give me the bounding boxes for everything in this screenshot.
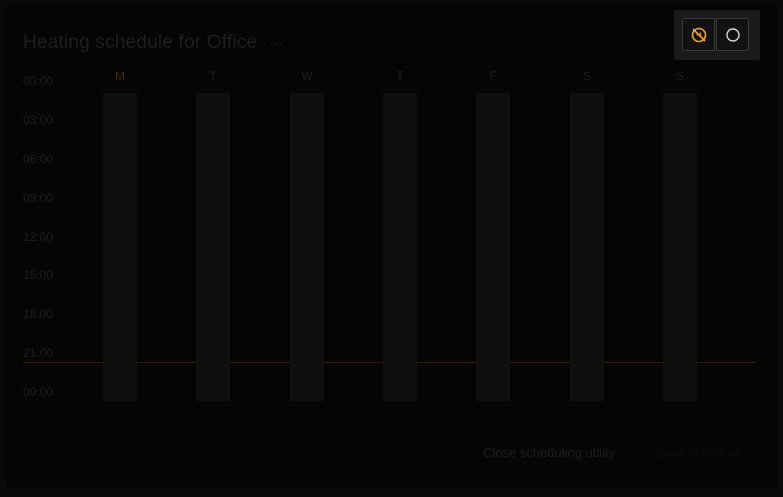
- day-label-friday[interactable]: F: [489, 69, 497, 83]
- day-label-monday[interactable]: M: [115, 69, 125, 83]
- schedule-mode-button[interactable]: [716, 18, 749, 51]
- day-label-tuesday[interactable]: T: [209, 69, 217, 83]
- time-label: 09:00: [23, 191, 54, 205]
- day-column-tuesday[interactable]: [196, 93, 230, 401]
- day-column-wednesday[interactable]: [290, 93, 324, 401]
- time-label: 03:00: [23, 113, 54, 127]
- day-column-saturday[interactable]: [570, 93, 604, 401]
- day-label-sunday[interactable]: S: [675, 69, 684, 83]
- schedule-dialog: Heating schedule for Office ⋯ 00:00 03:0…: [5, 5, 778, 488]
- day-column-monday[interactable]: [103, 93, 137, 401]
- current-time-line: [230, 362, 290, 363]
- day-label-wednesday[interactable]: W: [301, 69, 313, 83]
- time-label: 21:00: [23, 346, 54, 360]
- heating-off-icon: [691, 27, 706, 42]
- time-label: 00:00: [23, 385, 54, 399]
- more-options-icon[interactable]: ⋯: [269, 34, 285, 51]
- current-time-line: [604, 362, 663, 363]
- time-label: 18:00: [23, 307, 54, 321]
- current-time-line: [697, 362, 756, 363]
- time-label: 15:00: [23, 268, 54, 282]
- heating-off-button[interactable]: [682, 18, 715, 51]
- current-time-line: [324, 362, 383, 363]
- time-label: 00:00: [23, 74, 54, 88]
- day-label-thursday[interactable]: T: [396, 69, 404, 83]
- current-time-line: [417, 362, 476, 363]
- time-label: 12:00: [23, 230, 54, 244]
- save-schedule-button[interactable]: Save schedule: [655, 445, 741, 460]
- current-time-line: [137, 362, 196, 363]
- title-row: Heating schedule for Office ⋯: [23, 32, 284, 54]
- current-time-line: [23, 362, 103, 363]
- close-scheduling-button[interactable]: Close scheduling utility: [483, 445, 616, 460]
- dialog-title: Heating schedule for Office: [23, 32, 258, 53]
- time-label: 06:00: [23, 152, 54, 166]
- circle-icon: [725, 27, 740, 42]
- mode-toolbar: [674, 10, 760, 60]
- day-label-saturday[interactable]: S: [582, 69, 591, 83]
- day-column-friday[interactable]: [476, 93, 510, 401]
- day-column-sunday[interactable]: [663, 93, 697, 401]
- day-column-thursday[interactable]: [383, 93, 417, 401]
- current-time-line: [510, 362, 570, 363]
